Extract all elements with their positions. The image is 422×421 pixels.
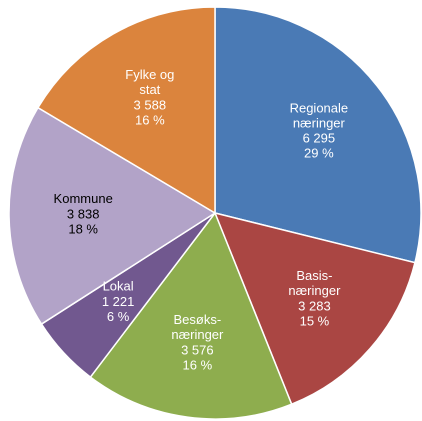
- pie-slice: [213, 211, 416, 406]
- value-label: 3 283: [298, 299, 331, 314]
- slice-label: Kommune: [54, 192, 113, 207]
- value-label: 3 838: [67, 207, 100, 222]
- percent-label: 29 %: [304, 146, 334, 161]
- percent-label: 18 %: [68, 222, 98, 237]
- pie-slice: [214, 6, 422, 264]
- slice-label: Lokal: [103, 279, 134, 294]
- pie-slice: [8, 106, 217, 326]
- slice-label: Besøks-næringer: [171, 313, 224, 343]
- percent-label: 6 %: [107, 309, 130, 324]
- value-label: 1 221: [102, 294, 135, 309]
- pie-slice: [36, 6, 216, 215]
- slice-label: Fylke og stat: [125, 67, 174, 97]
- percent-label: 15 %: [300, 314, 330, 329]
- value-label: 6 295: [303, 131, 336, 146]
- slice-label: Regionale næringer: [290, 101, 349, 131]
- percent-label: 16 %: [135, 112, 165, 127]
- percent-label: 16 %: [183, 358, 213, 373]
- value-label: 3 576: [181, 343, 214, 358]
- slice-label: Basis-næringer: [288, 269, 341, 299]
- pie-slice: [89, 211, 293, 420]
- value-label: 3 588: [134, 97, 167, 112]
